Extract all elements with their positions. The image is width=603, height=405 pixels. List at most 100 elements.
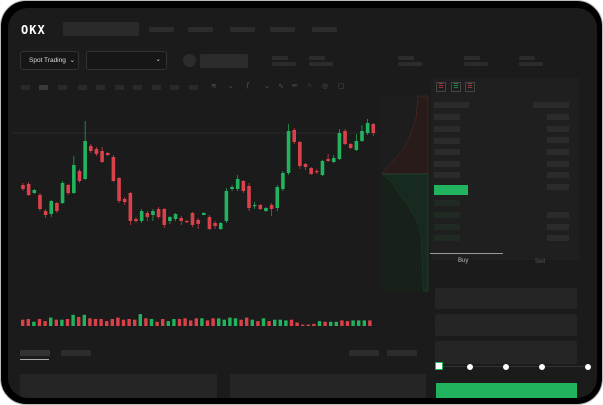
nav-item[interactable] <box>188 27 213 32</box>
candle-type-icon[interactable]: ≋ <box>211 83 217 90</box>
line-tool-icon[interactable]: ∿ <box>278 83 284 90</box>
stat-value <box>519 62 543 66</box>
candle-body <box>156 209 161 217</box>
candle-body <box>100 151 104 162</box>
slider-step-25[interactable] <box>467 364 473 370</box>
buy-tab[interactable]: Buy <box>458 258 469 264</box>
pair-dropdown[interactable]: ⌄ <box>86 51 167 70</box>
orderbook-sell-icon[interactable]: ☰ <box>465 82 475 92</box>
bottom-tab[interactable] <box>61 350 91 356</box>
candlestick-chart[interactable] <box>8 8 597 398</box>
orderbook-buy-icon[interactable]: ☰ <box>451 82 461 92</box>
candle <box>371 123 376 136</box>
candle-body <box>213 223 217 226</box>
stat-label <box>309 56 325 60</box>
volume-bar <box>161 319 165 326</box>
nav-item[interactable] <box>312 27 337 32</box>
stat-value <box>272 62 296 66</box>
timeframe-button[interactable] <box>96 85 105 90</box>
timeframe-button[interactable] <box>21 85 30 90</box>
candle-body <box>111 157 116 181</box>
volume-bar <box>345 321 350 326</box>
slider-step-75[interactable] <box>539 364 545 370</box>
volume-bar <box>233 318 238 326</box>
timeframe-button[interactable] <box>78 85 87 90</box>
candle-body <box>173 214 178 219</box>
chevron-down-icon: ⌄ <box>69 57 76 64</box>
amount-slider-track[interactable] <box>438 366 588 367</box>
timeframe-button[interactable] <box>115 85 124 90</box>
candle <box>77 169 82 183</box>
candle <box>320 160 325 176</box>
volume-bar <box>133 319 137 326</box>
candle <box>122 197 127 205</box>
candle <box>100 147 104 163</box>
timeframe-button[interactable] <box>152 85 161 90</box>
nav-item[interactable] <box>149 27 174 32</box>
volume-bar <box>155 321 159 326</box>
pencil-icon[interactable]: ✏ <box>292 83 298 90</box>
chevron-down-icon[interactable]: ⌄ <box>264 83 270 90</box>
bottom-action[interactable] <box>387 350 417 356</box>
candle-body <box>331 158 336 162</box>
timeframe-button-active[interactable] <box>39 85 48 90</box>
bottom-action[interactable] <box>349 350 379 356</box>
search-bar[interactable] <box>63 22 139 36</box>
candle-body <box>72 165 76 193</box>
volume-bar <box>149 319 154 326</box>
orderbook-both-icon[interactable]: ☰ <box>436 82 446 92</box>
total-input[interactable] <box>435 341 577 364</box>
candle <box>365 119 370 135</box>
candle <box>128 192 133 225</box>
candle-body <box>128 193 133 221</box>
amount-slider-handle[interactable] <box>435 362 443 370</box>
candle-body <box>309 168 313 174</box>
candle-body <box>326 159 330 161</box>
buy-button[interactable] <box>436 383 577 398</box>
candle <box>354 134 359 151</box>
candle-body <box>196 220 200 224</box>
candle-body <box>371 124 376 133</box>
slider-step-50[interactable] <box>503 364 509 370</box>
magnet-icon[interactable]: ∩ <box>307 82 313 89</box>
candle-body <box>49 201 54 214</box>
candle <box>105 152 110 156</box>
volume-bar <box>110 319 114 326</box>
volume-bar <box>194 318 198 326</box>
candle-body <box>83 141 87 179</box>
fullscreen-icon[interactable]: ▢ <box>338 83 345 90</box>
candle <box>343 129 347 145</box>
volume-bar <box>301 324 305 326</box>
candle <box>337 129 342 160</box>
orders-panel <box>230 374 426 398</box>
timeframe-button[interactable] <box>189 85 198 90</box>
eye-icon[interactable]: ◎ <box>322 83 329 90</box>
timeframe-button[interactable] <box>58 85 67 90</box>
candle-body <box>360 131 364 141</box>
nav-item[interactable] <box>270 27 295 32</box>
candle <box>179 216 183 225</box>
candle-body <box>235 179 240 189</box>
volume-bar <box>127 319 131 326</box>
candle <box>264 207 268 212</box>
indicator-icon[interactable]: ƒ <box>246 82 250 89</box>
sell-tab[interactable]: Sell <box>535 259 546 265</box>
candle-body <box>275 187 280 208</box>
volume-bar <box>357 320 361 326</box>
market-dropdown[interactable]: Spot Trading ⌄ <box>20 51 79 70</box>
nav-item[interactable] <box>230 27 255 32</box>
volume-bar <box>340 320 344 326</box>
candle <box>60 181 65 204</box>
candle <box>32 189 37 194</box>
slider-step-100[interactable] <box>585 364 591 370</box>
timeframe-button[interactable] <box>133 85 142 90</box>
timeframe-button[interactable] <box>170 85 179 90</box>
bottom-tab-active[interactable] <box>20 350 50 356</box>
chevron-down-icon[interactable]: ⌄ <box>228 83 234 90</box>
chevron-down-icon: ⌄ <box>155 56 161 63</box>
amount-input[interactable] <box>435 314 577 336</box>
stat-value <box>309 62 333 66</box>
price-input[interactable] <box>435 288 577 309</box>
candle-body <box>348 144 353 148</box>
candle <box>83 121 87 180</box>
